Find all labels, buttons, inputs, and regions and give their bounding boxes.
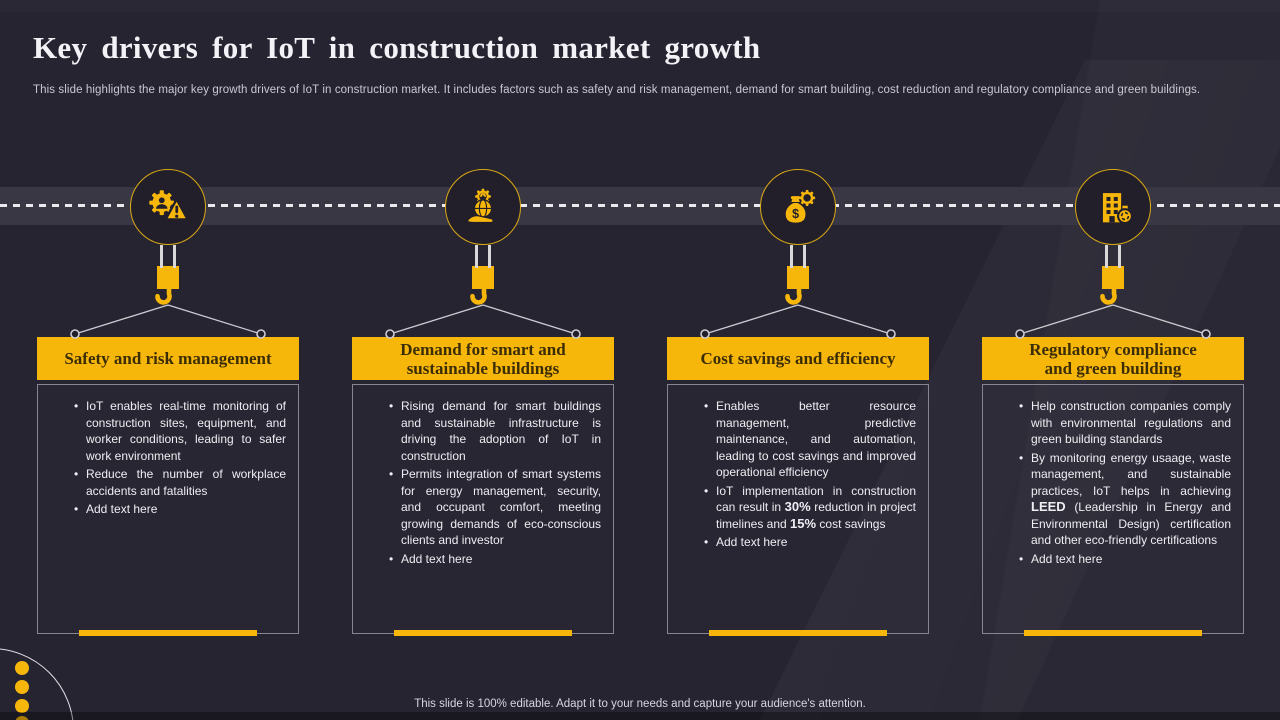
corner-dot — [15, 661, 29, 675]
bullet-item: Add text here — [1019, 551, 1231, 568]
crane-hanger-line — [790, 245, 793, 268]
bullet-list: IoT enables real-time monitoring of cons… — [38, 398, 286, 518]
bullet-item: IoT enables real-time monitoring of cons… — [74, 398, 286, 464]
crane-block — [472, 266, 494, 289]
content-underline-bar — [1024, 630, 1202, 636]
driver-icon-circle — [1075, 169, 1151, 245]
driver-icon-circle — [445, 169, 521, 245]
corner-dot — [15, 716, 29, 720]
bullet-item: Add text here — [389, 551, 601, 568]
crane-hanger-line — [1105, 245, 1108, 268]
crane-cables — [700, 304, 896, 339]
crane-cables — [1015, 304, 1211, 339]
bullet-item: Add text here — [74, 501, 286, 518]
svg-text:$: $ — [792, 207, 799, 221]
crane-hanger-line — [488, 245, 491, 268]
crane-hook-icon — [470, 287, 487, 305]
footer-note: This slide is 100% editable. Adapt it to… — [414, 698, 866, 710]
bullet-item: Help construction companies comply with … — [1019, 398, 1231, 448]
bullet-item: Enables better resource management, pred… — [704, 398, 916, 481]
bullet-list: Enables better resource management, pred… — [668, 398, 916, 551]
crane-hanger-line — [1118, 245, 1121, 268]
money-bag-gear-icon: $ — [784, 189, 816, 224]
column-header: Regulatory compliance and green building — [982, 337, 1244, 380]
bullet-item: Permits integration of smart systems for… — [389, 466, 601, 549]
road-dashed-line — [0, 204, 1280, 207]
column-header-label: Demand for smart and sustainable buildin… — [400, 339, 566, 378]
column-header-label: Safety and risk management — [64, 349, 272, 368]
worker-gear-warning-icon — [149, 190, 189, 221]
bottom-edge-strip — [0, 712, 1280, 720]
column-content-box: Help construction companies comply with … — [982, 384, 1244, 634]
crane-hanger-line — [160, 245, 163, 268]
bullet-list: Help construction companies comply with … — [983, 398, 1231, 567]
bullet-item: Reduce the number of workplace accidents… — [74, 466, 286, 499]
driver-column-smart-buildings: Demand for smart and sustainable buildin… — [352, 0, 614, 720]
content-underline-bar — [709, 630, 887, 636]
crane-block — [787, 266, 809, 289]
crane-hanger-line — [475, 245, 478, 268]
page-subtitle: This slide highlights the major key grow… — [33, 84, 1201, 96]
crane-block — [1102, 266, 1124, 289]
crane-cables — [385, 304, 581, 339]
crane-hook-icon — [155, 287, 172, 305]
bullet-list: Rising demand for smart buildings and su… — [353, 398, 601, 567]
column-header: Cost savings and efficiency — [667, 337, 929, 380]
column-header-label: Cost savings and efficiency — [700, 349, 896, 368]
column-content-box: IoT enables real-time monitoring of cons… — [37, 384, 299, 634]
building-recycle-icon — [1102, 193, 1133, 225]
crane-cables — [70, 304, 266, 339]
crane-block — [157, 266, 179, 289]
content-underline-bar — [394, 630, 572, 636]
driver-column-regulatory: Regulatory compliance and green building… — [982, 0, 1244, 720]
column-header: Demand for smart and sustainable buildin… — [352, 337, 614, 380]
bullet-item: By monitoring energy usaage, waste manag… — [1019, 450, 1231, 549]
corner-dot — [15, 680, 29, 694]
bullet-item: Rising demand for smart buildings and su… — [389, 398, 601, 464]
column-header: Safety and risk management — [37, 337, 299, 380]
crane-hook-icon — [1100, 287, 1117, 305]
driver-icon-circle — [130, 169, 206, 245]
crane-hook-icon — [785, 287, 802, 305]
crane-hanger-line — [803, 245, 806, 268]
driver-column-safety: Safety and risk management IoT enables re… — [37, 0, 299, 720]
driver-column-cost-savings: $ Cost savings and efficiency Enables bett… — [667, 0, 929, 720]
page-title: Key drivers for IoT in construction mark… — [33, 30, 761, 65]
content-underline-bar — [79, 630, 257, 636]
driver-icon-circle: $ — [760, 169, 836, 245]
hand-globe-sustainability-icon — [466, 188, 494, 224]
crane-hanger-line — [173, 245, 176, 268]
bullet-item: Add text here — [704, 534, 916, 551]
column-content-box: Rising demand for smart buildings and su… — [352, 384, 614, 634]
corner-dot — [15, 699, 29, 713]
column-header-label: Regulatory compliance and green building — [1029, 339, 1197, 378]
bullet-item: IoT implementation in construction can r… — [704, 483, 916, 533]
column-content-box: Enables better resource management, pred… — [667, 384, 929, 634]
